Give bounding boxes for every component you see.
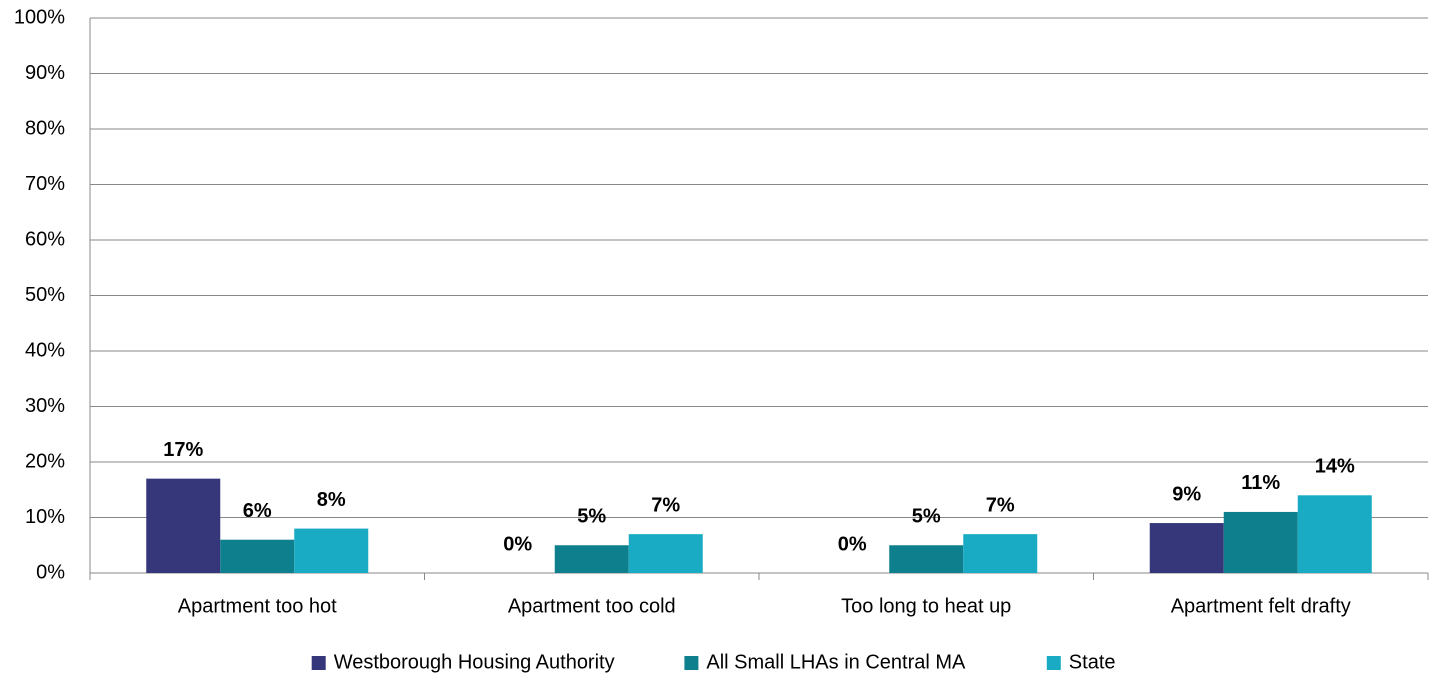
value-label: 7% — [986, 494, 1015, 516]
y-tick-label: 20% — [25, 450, 65, 472]
legend-swatch — [311, 656, 326, 670]
value-label: 8% — [317, 489, 346, 511]
value-label: 0% — [503, 533, 532, 555]
x-tick-label: Too long to heat up — [841, 595, 1011, 617]
bar — [294, 528, 369, 573]
value-label: 9% — [1172, 483, 1201, 505]
legend-label: State — [1069, 651, 1116, 673]
legend-label: Westborough Housing Authority — [334, 651, 615, 673]
bar — [889, 545, 964, 573]
legend-label: All Small LHAs in Central MA — [706, 651, 966, 673]
value-label: 5% — [577, 506, 606, 528]
value-label: 0% — [838, 533, 867, 555]
value-label: 6% — [243, 500, 272, 522]
bar — [554, 545, 629, 573]
value-label: 11% — [1241, 472, 1280, 494]
y-tick-label: 100% — [14, 6, 65, 28]
bar — [1223, 511, 1298, 573]
y-tick-label: 90% — [25, 62, 65, 84]
legend-swatch — [1046, 656, 1061, 670]
y-tick-label: 0% — [36, 561, 65, 583]
bar — [1297, 495, 1372, 573]
y-tick-label: 10% — [25, 506, 65, 528]
value-label: 7% — [651, 494, 680, 516]
bar — [1149, 523, 1224, 573]
legend-swatch — [684, 656, 699, 670]
y-tick-label: 50% — [25, 284, 65, 306]
y-tick-label: 30% — [25, 395, 65, 417]
y-tick-label: 70% — [25, 173, 65, 195]
x-tick-label: Apartment too cold — [508, 595, 676, 617]
value-label: 14% — [1315, 456, 1355, 478]
bar — [220, 539, 295, 573]
value-label: 5% — [912, 506, 941, 528]
bar — [963, 534, 1038, 573]
bar — [628, 534, 703, 573]
x-tick-label: Apartment felt drafty — [1171, 595, 1351, 617]
bar — [146, 478, 221, 573]
y-tick-label: 80% — [25, 117, 65, 139]
x-tick-label: Apartment too hot — [178, 595, 337, 617]
value-label: 17% — [163, 439, 203, 461]
y-tick-label: 60% — [25, 228, 65, 250]
y-tick-label: 40% — [25, 339, 65, 361]
